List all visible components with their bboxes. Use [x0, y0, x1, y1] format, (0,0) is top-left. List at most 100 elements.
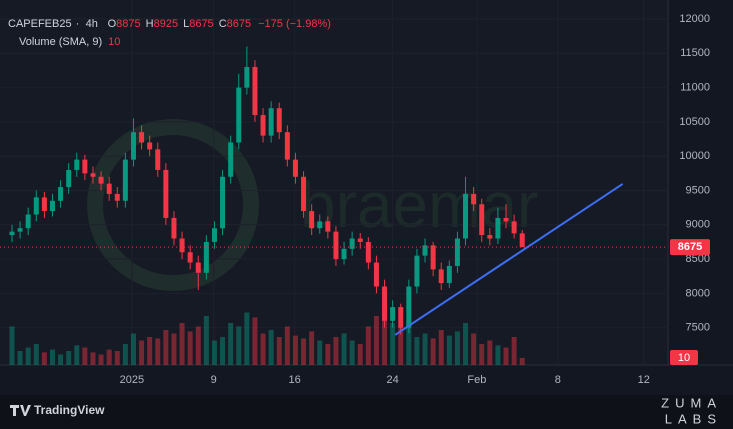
x-tick-label: 12 — [638, 374, 650, 386]
volume-bar — [430, 338, 436, 365]
volume-label: Volume (SMA, 9) — [19, 36, 102, 48]
volume-bar — [511, 337, 517, 365]
candle-body — [390, 307, 396, 321]
candle-body — [17, 228, 23, 232]
volume-bar — [422, 333, 428, 365]
volume-bar — [390, 323, 396, 365]
volume-bar — [211, 340, 217, 365]
volume-bar — [58, 354, 64, 365]
y-tick-label: 11500 — [680, 47, 710, 59]
last-price-box — [670, 239, 710, 256]
candle-body — [260, 115, 266, 136]
candle-body — [471, 193, 477, 205]
volume-bar — [130, 333, 136, 365]
volume-bar — [438, 330, 444, 365]
x-tick-label: 2025 — [120, 374, 144, 386]
candle-body — [479, 204, 485, 236]
ohlc-key: C — [219, 18, 227, 30]
volume-bar — [357, 344, 363, 365]
watermark-logo — [87, 119, 259, 291]
candle-body — [236, 87, 242, 143]
volume-bar — [414, 337, 420, 365]
candle-body — [203, 241, 209, 273]
candle-body — [284, 132, 290, 160]
x-tick-label: 24 — [387, 374, 399, 386]
y-tick-label: 9500 — [686, 184, 710, 196]
candle-body — [438, 269, 444, 284]
candle-body — [122, 159, 128, 201]
volume-bar — [309, 331, 315, 365]
legend: CAPEFEB25 Volume (SMA, 9) 4h · O 8875 H 8925 L… — [8, 18, 331, 48]
candle-body — [66, 169, 72, 188]
candle-body — [333, 231, 339, 260]
candle-body — [114, 193, 120, 201]
volume-bar — [220, 337, 226, 365]
volume-bar — [33, 344, 39, 365]
y-tick-label: 9000 — [686, 219, 710, 231]
candle-body — [301, 176, 307, 212]
candle-body — [228, 142, 234, 177]
ohlc-key: L — [183, 18, 189, 30]
candle-body — [349, 238, 355, 249]
overlays — [0, 183, 668, 336]
volume-bar — [90, 352, 96, 365]
volume-bar — [41, 352, 47, 365]
volume-bar — [155, 338, 161, 365]
candle-body — [373, 262, 379, 287]
candle-body — [147, 142, 153, 150]
candle-body — [406, 286, 412, 328]
volume-bar — [203, 316, 209, 365]
change: −175 (−1.98%) — [258, 18, 331, 30]
y-tick-label: 10000 — [679, 150, 710, 162]
candle-body — [398, 307, 404, 328]
candle-body — [220, 176, 226, 229]
candle-body — [511, 221, 517, 234]
tv-logo — [10, 405, 31, 416]
volume-bar — [301, 338, 307, 365]
candle-body — [495, 217, 501, 239]
ohlc-value: 8925 — [154, 18, 178, 30]
candle-body — [382, 286, 388, 321]
volume-bar — [187, 331, 193, 365]
candle-body — [139, 132, 145, 143]
volume-bar — [82, 347, 88, 365]
candle-body — [25, 214, 31, 229]
y-tick-label: 12000 — [679, 13, 710, 25]
candle-body — [98, 176, 104, 184]
candle-body — [33, 197, 39, 215]
ohlc-key: H — [146, 18, 154, 30]
volume-bar — [333, 337, 339, 365]
volume-bar — [503, 347, 509, 365]
candle-body — [187, 252, 193, 263]
volume-bar — [471, 333, 477, 365]
candles — [9, 46, 525, 335]
volume-bar — [268, 330, 274, 365]
volume-bar — [74, 345, 80, 365]
branding: TradingView ZUMA LABS — [10, 395, 716, 426]
volume-bar — [25, 347, 31, 365]
brand-left: TradingView — [34, 403, 105, 417]
candle-body — [244, 67, 250, 88]
volume-bar — [325, 344, 331, 365]
candle-body — [74, 159, 80, 170]
y-tick-label: 7500 — [686, 322, 710, 334]
volume-bar — [98, 354, 104, 365]
dot: · — [76, 18, 80, 30]
candle-body — [414, 255, 420, 287]
volume-bar — [398, 326, 404, 365]
x-tick-label: 16 — [289, 374, 301, 386]
volume-bar — [292, 335, 298, 365]
volume-bar — [252, 317, 258, 365]
candle-body — [422, 245, 428, 256]
candle-body — [211, 228, 217, 242]
candle-body — [49, 200, 55, 212]
candle-body — [292, 159, 298, 177]
volume-bar — [139, 340, 145, 365]
candle-body — [252, 67, 258, 116]
volume-bar — [49, 349, 55, 365]
candle-body — [519, 233, 525, 248]
candle-body — [195, 262, 201, 273]
volume-bar — [9, 326, 15, 365]
candle-body — [82, 159, 88, 174]
candle-body — [9, 231, 15, 236]
